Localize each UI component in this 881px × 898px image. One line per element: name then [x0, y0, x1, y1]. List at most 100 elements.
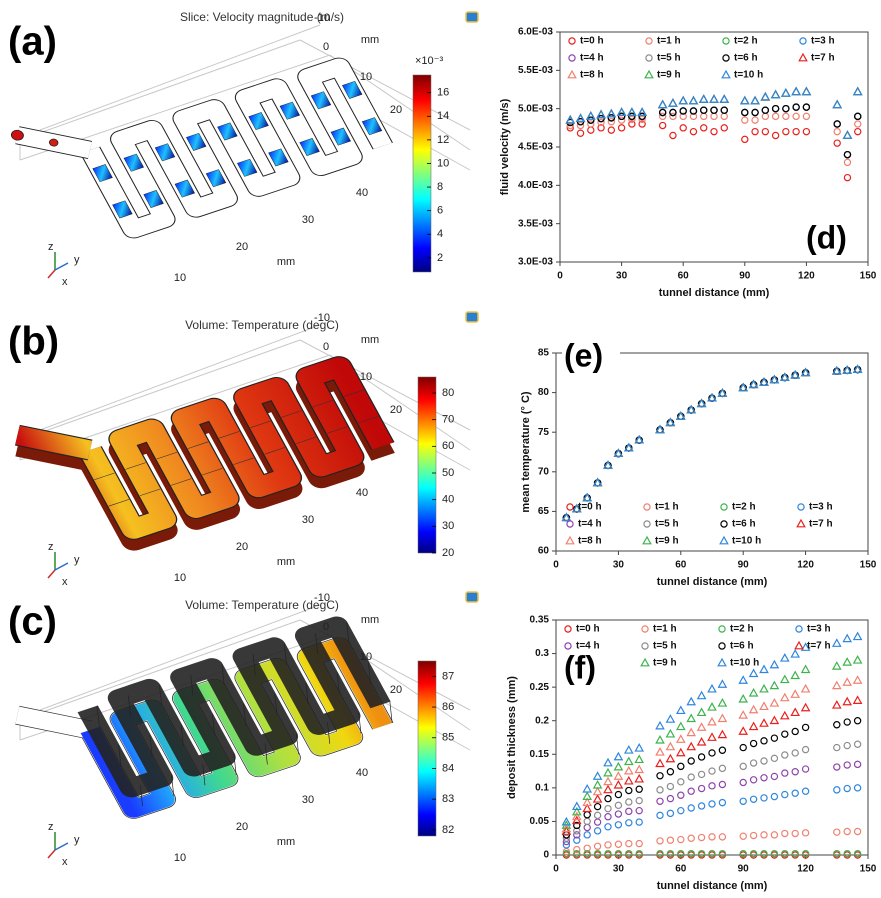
channel-top: [79, 357, 394, 539]
wire-edge: [77, 616, 391, 798]
marker-triangle: [779, 692, 790, 702]
mesh-line: [202, 467, 223, 476]
marker-circle: [770, 734, 779, 742]
marker-circle: [843, 784, 851, 793]
marker-circle: [749, 831, 758, 840]
marker-circle: [782, 104, 790, 113]
velocity-slice: [112, 200, 133, 219]
marker-triangle: [852, 655, 863, 664]
legend-marker: [565, 535, 575, 545]
series: [566, 103, 862, 159]
axis-3d-label: 20: [390, 404, 402, 416]
legend-marker: [641, 625, 649, 633]
marker-triangle: [613, 779, 624, 789]
marker-circle: [656, 837, 664, 845]
legend-label: t=10 h: [730, 658, 759, 669]
axis-3d-label: 10: [174, 572, 186, 584]
marker-triangle: [852, 631, 863, 641]
marker-triangle: [686, 696, 697, 706]
marker-circle: [638, 115, 646, 124]
marker-circle: [656, 849, 664, 858]
marker-triangle: [759, 377, 769, 386]
marker-triangle: [759, 718, 769, 727]
wire-post: [305, 682, 309, 705]
marker-triangle: [790, 369, 801, 379]
marker-circle: [635, 849, 643, 858]
legend-marker: [720, 503, 728, 511]
marker-triangle: [655, 720, 665, 730]
marker-triangle: [852, 695, 863, 704]
marker-triangle: [634, 773, 645, 783]
marker-circle: [801, 829, 810, 837]
marker-triangle: [655, 758, 665, 768]
marker-triangle: [582, 492, 593, 502]
marker-triangle: [717, 713, 728, 723]
wire-post: [283, 643, 287, 665]
mesh-line: [312, 399, 334, 408]
marker-circle: [718, 746, 727, 754]
series: [562, 365, 862, 522]
marker-triangle: [634, 754, 645, 764]
marker-triangle: [842, 130, 853, 139]
wire-post: [96, 705, 100, 727]
triad-label: z: [48, 241, 54, 253]
channel: [14, 356, 395, 551]
y-tick-label: 0.3: [535, 648, 549, 659]
wire-post: [171, 774, 175, 796]
mesh-line: [139, 488, 161, 497]
marker-circle: [583, 831, 591, 839]
legend-label: t=2 h: [730, 624, 754, 635]
marker-circle: [801, 787, 810, 795]
marker-circle: [604, 823, 612, 831]
marker-triangle: [634, 434, 645, 444]
mesh-line: [250, 420, 271, 429]
marker-triangle: [696, 398, 707, 408]
velocity-slice: [299, 138, 320, 156]
series: [562, 365, 862, 522]
plot-frame: [555, 619, 869, 856]
mesh-line: [125, 462, 146, 470]
legend-label: t=8 h: [578, 536, 602, 547]
marker-triangle: [686, 404, 697, 414]
mesh-line: [170, 478, 192, 486]
triad-axis: [54, 562, 69, 571]
box-line: [39, 24, 321, 131]
panel-title: Volume: Temperature (degC): [185, 598, 339, 612]
marker-circle: [635, 818, 643, 826]
marker-circle: [760, 757, 768, 765]
mesh-line: [326, 426, 348, 434]
legend-marker: [643, 503, 651, 511]
mesh-line: [187, 441, 209, 449]
panel-label-bg: [804, 220, 862, 258]
colorbar-multiplier: ×10⁻³: [415, 55, 443, 67]
legend-label: t=0 h: [576, 624, 600, 635]
marker-triangle: [738, 675, 749, 684]
marker-triangle: [665, 741, 676, 751]
colorbar-label: 30: [442, 520, 454, 532]
marker-circle: [751, 116, 759, 124]
marker-triangle: [623, 442, 634, 452]
marker-circle: [628, 120, 636, 128]
marker-triangle: [675, 734, 686, 743]
axis-3d-label: mm: [361, 34, 379, 46]
series: [566, 120, 862, 182]
inlet-hotspot: [48, 138, 59, 147]
velocity-slice: [123, 153, 144, 172]
marker-triangle: [852, 364, 863, 374]
legend-label: t=7 h: [807, 641, 831, 652]
axis-3d-label: -10: [314, 592, 330, 604]
marker-circle: [854, 127, 862, 136]
series: [562, 365, 862, 522]
marker-triangle: [686, 727, 697, 737]
marker-triangle: [616, 107, 627, 116]
marker-circle: [833, 828, 841, 836]
triad-axis: [47, 849, 56, 859]
marker-circle: [770, 849, 779, 858]
axis-3d-label: mm: [277, 556, 295, 568]
wire-post: [233, 753, 237, 775]
marker-circle: [720, 112, 728, 121]
axis-3d-label: 30: [302, 514, 314, 526]
legend-marker: [640, 657, 650, 667]
marker-triangle: [759, 664, 769, 674]
wire-post: [180, 724, 184, 746]
